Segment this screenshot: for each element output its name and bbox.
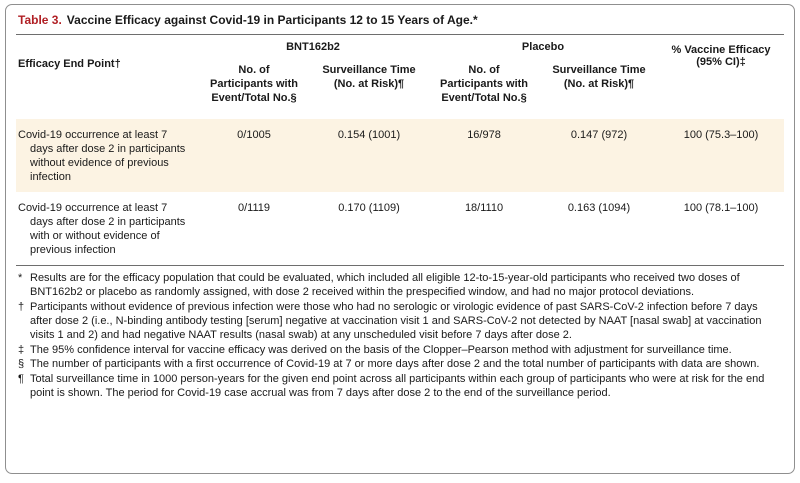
footnote-text: Results are for the efficacy population …: [30, 272, 740, 299]
footnote-text: The 95% confidence interval for vaccine …: [30, 343, 732, 356]
col-header-vaccine-efficacy: % Vaccine Efficacy (95% CI)‡: [671, 44, 771, 68]
endpoint-cell: Covid-19 occurrence at least 7 days afte…: [18, 202, 186, 256]
footnote-text: The number of participants with a first …: [30, 358, 760, 371]
footnote: † Participants without evidence of previ…: [18, 301, 782, 343]
col-group-placebo: Placebo: [521, 41, 565, 53]
bnt162b2-surveillance-cell: 0.154 (1001): [337, 129, 401, 142]
table-row: Covid-19 occurrence at least 7 days afte…: [16, 119, 785, 193]
footnote-symbol: §: [18, 358, 25, 371]
col-header-bnt162b2-events: No. of Participants with Event/Total No.…: [209, 64, 299, 104]
journal-table-3: Table 3. Vaccine Efficacy against Covid-1…: [5, 4, 795, 474]
efficacy-table: Efficacy End Point† BNT162b2 Placebo % V…: [16, 35, 785, 265]
table-label: Table 3.: [18, 13, 62, 27]
subheader-row: No. of Participants with Event/Total No.…: [16, 55, 784, 119]
placebo-surveillance-cell: 0.147 (972): [570, 129, 628, 142]
footnote: ‡ The 95% confidence interval for vaccin…: [18, 344, 782, 358]
footnote: § The number of participants with a firs…: [18, 358, 782, 372]
footnote-symbol: †: [18, 300, 25, 313]
col-header-placebo-surveillance: Surveillance Time (No. at Risk)¶: [552, 64, 646, 90]
footnote-symbol: ¶: [18, 373, 24, 386]
bnt162b2-events-cell: 0/1119: [237, 202, 270, 215]
col-header-placebo-events: No. of Participants with Event/Total No.…: [440, 64, 529, 104]
footnote-text: Total surveillance time in 1000 person-y…: [30, 373, 765, 400]
placebo-events-cell: 18/1110: [464, 202, 504, 215]
table-footnotes: * Results are for the efficacy populatio…: [16, 265, 784, 408]
footnote-symbol: *: [18, 272, 23, 285]
col-header-bnt162b2-surveillance: Surveillance Time (No. at Risk)¶: [322, 64, 416, 90]
endpoint-cell: Covid-19 occurrence at least 7 days afte…: [18, 129, 186, 183]
footnote: * Results are for the efficacy populatio…: [18, 272, 782, 300]
bnt162b2-surveillance-cell: 0.170 (1109): [338, 202, 400, 215]
vaccine-efficacy-cell: 100 (78.1–100): [683, 202, 759, 215]
placebo-surveillance-cell: 0.163 (1094): [567, 202, 631, 215]
placebo-events-cell: 16/978: [467, 129, 501, 142]
col-group-bnt162b2: BNT162b2: [286, 41, 340, 53]
spanner-row: Efficacy End Point† BNT162b2 Placebo % V…: [16, 35, 784, 70]
table-caption: Table 3. Vaccine Efficacy against Covid-1…: [16, 5, 784, 35]
col-header-endpoint: Efficacy End Point†: [18, 58, 121, 70]
table-title-text: Vaccine Efficacy against Covid-19 in Par…: [66, 13, 478, 27]
bnt162b2-events-cell: 0/1005: [237, 129, 271, 142]
table-header: Efficacy End Point† BNT162b2 Placebo % V…: [16, 35, 784, 119]
vaccine-efficacy-cell: 100 (75.3–100): [683, 129, 759, 142]
table-row: Covid-19 occurrence at least 7 days afte…: [16, 192, 784, 265]
footnote-symbol: ‡: [18, 343, 25, 356]
footnote: ¶ Total surveillance time in 1000 person…: [18, 373, 782, 401]
footnote-text: Participants without evidence of previou…: [30, 300, 762, 341]
